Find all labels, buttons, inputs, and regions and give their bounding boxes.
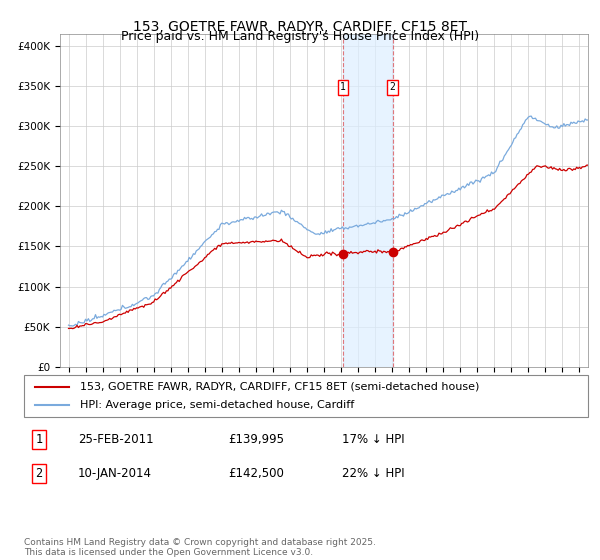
Text: 22% ↓ HPI: 22% ↓ HPI (342, 466, 404, 480)
Text: 2: 2 (390, 82, 395, 92)
Text: Price paid vs. HM Land Registry's House Price Index (HPI): Price paid vs. HM Land Registry's House … (121, 30, 479, 43)
Text: £139,995: £139,995 (228, 433, 284, 446)
Text: 17% ↓ HPI: 17% ↓ HPI (342, 433, 404, 446)
Text: 153, GOETRE FAWR, RADYR, CARDIFF, CF15 8ET (semi-detached house): 153, GOETRE FAWR, RADYR, CARDIFF, CF15 8… (80, 382, 480, 392)
Text: 153, GOETRE FAWR, RADYR, CARDIFF, CF15 8ET: 153, GOETRE FAWR, RADYR, CARDIFF, CF15 8… (133, 20, 467, 34)
Text: 1: 1 (340, 82, 346, 92)
Text: £142,500: £142,500 (228, 466, 284, 480)
Text: Contains HM Land Registry data © Crown copyright and database right 2025.
This d: Contains HM Land Registry data © Crown c… (24, 538, 376, 557)
Text: HPI: Average price, semi-detached house, Cardiff: HPI: Average price, semi-detached house,… (80, 400, 355, 410)
Text: 25-FEB-2011: 25-FEB-2011 (78, 433, 154, 446)
Text: 10-JAN-2014: 10-JAN-2014 (78, 466, 152, 480)
Text: 1: 1 (35, 433, 43, 446)
FancyBboxPatch shape (24, 375, 588, 417)
Text: 2: 2 (35, 466, 43, 480)
Bar (343, 34, 392, 367)
